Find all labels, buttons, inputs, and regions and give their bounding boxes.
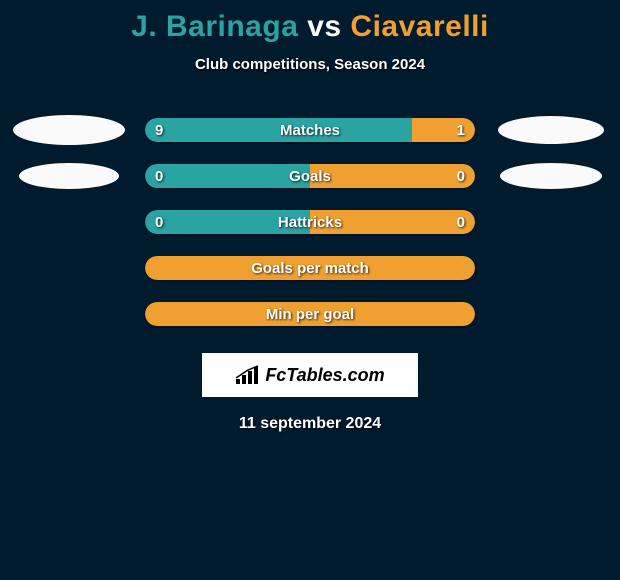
stat-bar: Matches91 [145, 118, 475, 142]
bar-segment-right [310, 164, 475, 188]
vs-text: vs [298, 10, 350, 43]
subtitle: Club competitions, Season 2024 [0, 56, 620, 73]
player2-name: Ciavarelli [350, 10, 488, 43]
logo: FcTables.com [235, 365, 384, 386]
stat-row: Min per goal [0, 291, 620, 337]
stat-rows: Matches91 Goals00 Hattricks00 Goals per mat… [0, 107, 620, 337]
left-ellipse-slot [13, 163, 125, 189]
stat-row: Matches91 [0, 107, 620, 153]
left-ellipse [13, 115, 125, 145]
stat-bar: Min per goal [145, 302, 475, 326]
comparison-title: J. Barinaga vs Ciavarelli [0, 0, 620, 44]
stat-row: Goals per match [0, 245, 620, 291]
stat-bar: Goals00 [145, 164, 475, 188]
stat-bar: Hattricks00 [145, 210, 475, 234]
right-ellipse [498, 116, 604, 144]
bar-segment-right [412, 118, 475, 142]
right-ellipse [500, 163, 602, 189]
bar-segment-full [145, 256, 475, 280]
bar-segment-full [145, 302, 475, 326]
bar-segment-left [145, 210, 310, 234]
logo-box: FcTables.com [202, 353, 418, 397]
bar-segment-left [145, 164, 310, 188]
stat-row: Hattricks00 [0, 199, 620, 245]
left-ellipse-slot [13, 115, 125, 145]
stat-row: Goals00 [0, 153, 620, 199]
bar-segment-right [310, 210, 475, 234]
logo-bars-icon [235, 365, 261, 385]
stat-bar: Goals per match [145, 256, 475, 280]
player1-name: J. Barinaga [131, 10, 298, 43]
right-ellipse-slot [495, 116, 607, 144]
right-ellipse-slot [495, 163, 607, 189]
bar-segment-left [145, 118, 412, 142]
date-text: 11 september 2024 [0, 415, 620, 433]
logo-text: FcTables.com [265, 365, 384, 386]
left-ellipse [19, 163, 119, 189]
